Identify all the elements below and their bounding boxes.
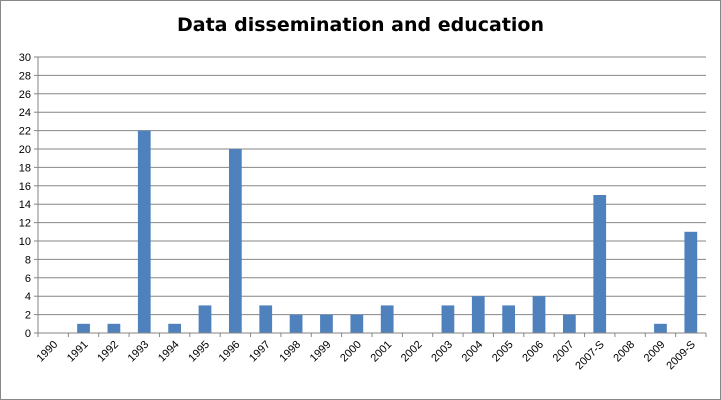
x-tick-label: 2002 [399,339,425,365]
x-tick-label: 2005 [490,339,516,365]
bar-1997 [259,305,273,333]
x-tick-labels: 1990 1991 1992 1993 1994 1995 1996 1997 1998 1999… [35,339,698,373]
bar-2000 [350,314,364,333]
bar-1996 [228,149,242,333]
x-tick-label: 2007-S [573,339,607,373]
bar-1995 [198,305,212,333]
y-tick-label: 30 [19,52,31,64]
x-tick-label: 2006 [520,339,546,365]
bar-2004 [471,296,485,333]
bar-2005 [502,305,516,333]
chart-title: Data dissemination and education [176,14,544,36]
x-tick-label: 1999 [308,339,334,365]
y-tick-label: 26 [19,89,31,101]
y-tick-label: 0 [25,328,31,340]
bar-2009 [654,323,667,333]
x-tick-label: 1990 [35,339,61,365]
x-tick-label: 1998 [277,339,303,365]
y-tick-label: 24 [19,107,31,119]
y-tick-label: 22 [19,126,31,138]
y-tick-label: 4 [25,291,31,303]
x-tick-label: 1994 [156,339,182,365]
bar-2006 [532,296,546,333]
x-tick-label: 2009 [642,339,668,365]
bar-1999 [320,314,333,333]
x-tick-label: 2008 [611,339,637,365]
bar-1993 [137,130,151,333]
x-tick-label: 2007 [551,339,577,365]
y-tick-label: 12 [19,218,31,230]
bar-1992 [107,323,121,333]
bar-2003 [441,305,455,333]
bar-1994 [168,323,182,333]
bar-2001 [380,305,394,333]
bar-2007 [562,314,576,333]
bar-2009-S [684,231,698,333]
y-tick-label: 18 [19,162,31,174]
y-tick-label: 8 [25,254,31,266]
x-tick-label: 1992 [95,339,121,365]
x-tick-label: 2009-S [664,339,698,373]
y-tick-label: 10 [19,236,31,248]
x-tick-label: 2003 [429,339,455,365]
x-tick-label: 2004 [460,339,486,365]
x-tick-label: 1991 [65,339,91,365]
x-tick-label: 2001 [369,339,395,365]
x-tick-label: 1997 [247,339,273,365]
y-tick-label: 14 [19,199,31,211]
x-tick-label: 2000 [338,339,364,365]
x-tick-label: 1993 [126,339,152,365]
x-tick-label: 1995 [186,339,212,365]
y-tick-label: 2 [25,310,31,322]
bars-group [77,130,698,333]
bar-2007-S [593,195,607,333]
y-tick-label: 6 [25,273,31,285]
y-tick-label: 16 [19,181,31,193]
axes [34,56,707,337]
y-tick-label: 20 [19,144,31,156]
bar-1998 [289,314,303,333]
y-tick-label: 28 [19,70,31,82]
x-tick-label: 1996 [217,339,243,365]
bar-1991 [77,323,90,333]
